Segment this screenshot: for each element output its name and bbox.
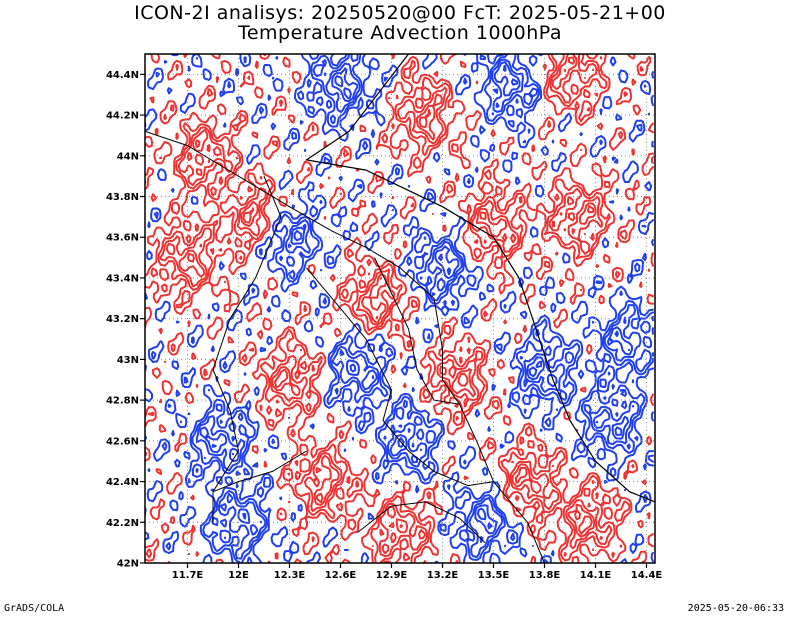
y-tick-label: 42.4N — [106, 477, 139, 488]
grid-layer — [145, 54, 655, 563]
y-tick-label: 42.8N — [106, 396, 139, 407]
x-axis: 11.7E 12E 12.3E 12.6E 12.9E 13.2E 13.5E 13.8E 14… — [172, 563, 663, 581]
x-tick-label: 12.3E — [274, 570, 306, 581]
y-tick-label: 44N — [117, 151, 139, 162]
coastline — [304, 54, 655, 503]
x-tick-label: 12E — [228, 570, 249, 581]
footer-timestamp: 2025-05-20-06:33 — [687, 603, 784, 614]
x-tick-label: 13.5E — [478, 570, 510, 581]
positive-contour-level — [187, 56, 595, 535]
y-tick-label: 42N — [117, 559, 139, 570]
y-tick-label: 43.8N — [106, 192, 139, 203]
negative-contour-level — [195, 54, 654, 560]
positive-contour-level — [166, 54, 603, 555]
x-tick-label: 14.4E — [631, 570, 663, 581]
contour-layer — [145, 54, 654, 563]
y-axis: 42N 42.2N 42.4N 42.6N 42.8N 43N 43.2N 43.4N 43.6… — [106, 70, 145, 570]
region-border — [212, 450, 307, 493]
x-tick-label: 13.8E — [529, 570, 561, 581]
region-border — [357, 501, 486, 543]
region-border — [212, 176, 282, 523]
footer-software: GrADS/COLA — [4, 603, 65, 614]
y-tick-label: 43.4N — [106, 273, 139, 284]
x-tick-label: 13.2E — [427, 570, 459, 581]
chart-title-line1: ICON-2I analisys: 20250520@00 FcT: 2025-… — [134, 2, 666, 24]
x-tick-label: 14.1E — [580, 570, 612, 581]
region-border — [374, 257, 460, 405]
positive-contour-level — [159, 54, 613, 562]
y-tick-label: 42.6N — [106, 436, 139, 447]
x-tick-label: 12.6E — [325, 570, 357, 581]
border-layer — [145, 54, 655, 563]
y-tick-label: 43.2N — [106, 314, 139, 325]
plot-frame — [144, 53, 656, 564]
y-tick-label: 42.2N — [106, 518, 139, 529]
region-border — [145, 130, 545, 563]
region-border — [306, 267, 494, 487]
x-tick-label: 12.9E — [376, 570, 408, 581]
x-tick-label: 11.7E — [172, 570, 204, 581]
y-tick-label: 44.4N — [106, 70, 139, 81]
negative-contour-level — [199, 61, 635, 543]
y-tick-label: 44.2N — [106, 111, 139, 122]
negative-contour-level — [145, 54, 654, 563]
y-tick-label: 43.6N — [106, 233, 139, 244]
chart-title-line2: Temperature Advection 1000hPa — [237, 22, 563, 44]
y-tick-label: 43N — [117, 355, 139, 366]
